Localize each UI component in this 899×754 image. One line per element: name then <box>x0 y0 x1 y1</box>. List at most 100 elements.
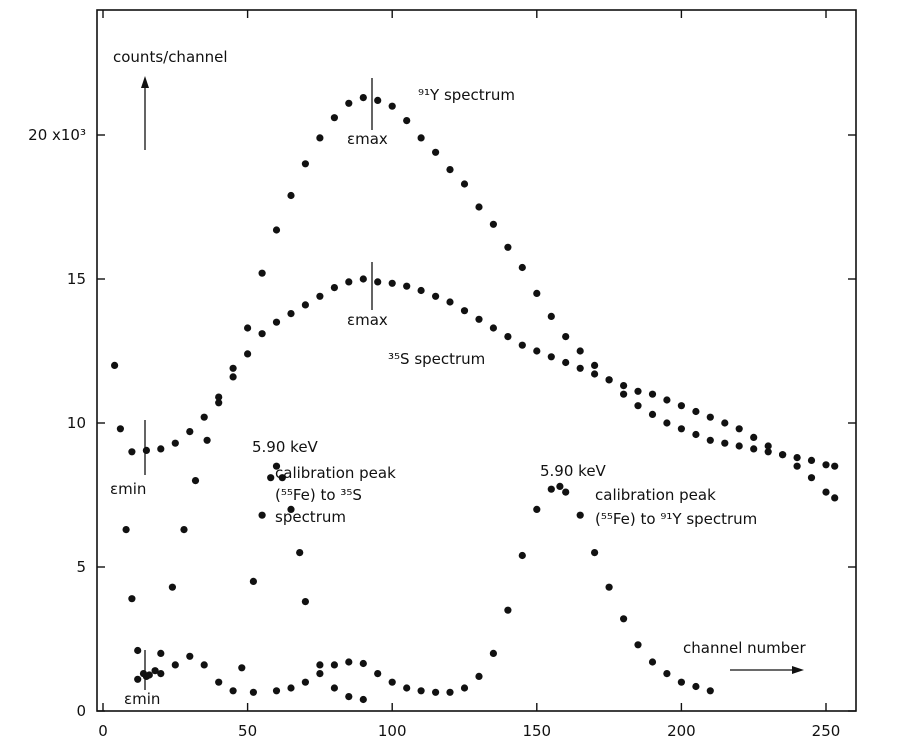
data-point <box>316 661 324 669</box>
data-point <box>128 448 136 456</box>
data-point <box>460 180 469 188</box>
x-tick-label-0: 0 <box>98 722 108 740</box>
cal-s-line-1: calibration peak <box>275 464 396 482</box>
data-point <box>750 445 758 453</box>
axis-ticks: 0 50 100 150 200 250 0 5 10 15 20 x10³ <box>28 10 856 740</box>
data-point <box>547 312 555 320</box>
data-point <box>238 664 246 672</box>
data-point <box>359 275 367 283</box>
data-point <box>258 511 266 519</box>
emax-y-label: εmax <box>347 130 388 148</box>
data-point <box>157 649 165 658</box>
data-point <box>142 446 150 454</box>
y-tick-label-20000: 20 x10³ <box>28 126 86 144</box>
data-point <box>764 448 772 456</box>
data-point <box>475 315 483 323</box>
data-point <box>272 462 281 470</box>
x-axis-arrowhead <box>792 666 804 674</box>
data-point <box>171 661 179 669</box>
data-point <box>345 99 353 107</box>
data-point <box>330 114 338 122</box>
data-point <box>374 670 382 678</box>
data-point <box>692 682 700 691</box>
y-tick-label-10000: 10 <box>67 414 86 432</box>
data-point <box>562 488 570 496</box>
emin-top-label: εmin <box>110 480 146 498</box>
data-point <box>663 419 671 427</box>
data-point <box>403 117 411 125</box>
data-point <box>200 661 208 669</box>
data-point <box>822 461 830 469</box>
data-point <box>134 675 142 683</box>
data-point <box>634 387 642 395</box>
data-point <box>432 688 440 696</box>
data-point <box>142 672 150 681</box>
series-0 <box>111 94 839 679</box>
data-point <box>822 488 830 496</box>
series-1 <box>128 275 839 502</box>
kev-s-label: 5.90 keV <box>252 438 319 456</box>
data-point <box>576 347 584 355</box>
data-point <box>359 659 367 668</box>
data-point <box>706 413 714 421</box>
data-point <box>677 678 686 686</box>
data-point <box>301 160 309 168</box>
cal-s-line-3: spectrum <box>275 508 346 526</box>
data-point <box>403 684 411 692</box>
data-point <box>533 289 541 297</box>
data-point <box>489 324 497 332</box>
data-point <box>648 658 657 666</box>
data-point <box>417 286 425 295</box>
data-point <box>203 436 211 444</box>
data-point <box>215 678 223 686</box>
data-point <box>272 687 281 695</box>
data-point <box>764 442 772 450</box>
data-point <box>460 684 469 692</box>
plot-frame <box>96 9 857 712</box>
data-point <box>359 695 367 704</box>
data-point <box>460 307 469 315</box>
data-point <box>663 670 671 678</box>
data-point <box>591 370 599 378</box>
data-point <box>605 376 613 384</box>
data-point <box>663 396 671 404</box>
data-point <box>807 456 816 464</box>
data-point <box>556 482 564 490</box>
data-point <box>345 693 353 701</box>
data-point <box>605 583 613 591</box>
s35-spectrum-label: ³⁵S spectrum <box>388 350 485 368</box>
data-point <box>168 583 176 591</box>
data-point <box>446 166 454 174</box>
data-point <box>475 203 483 211</box>
data-point <box>750 433 758 441</box>
data-point <box>374 278 382 286</box>
data-point <box>721 439 729 447</box>
data-point <box>562 358 570 367</box>
data-point <box>186 652 194 660</box>
data-point <box>807 474 816 482</box>
data-point <box>547 353 555 361</box>
cal-y-line-2: (⁵⁵Fe) to ⁹¹Y spectrum <box>595 510 757 528</box>
data-point <box>692 407 700 416</box>
data-point <box>215 393 223 401</box>
data-point <box>620 615 628 623</box>
data-point <box>417 687 425 695</box>
cal-y-line-1: calibration peak <box>595 486 716 504</box>
series-3 <box>249 482 714 696</box>
data-point <box>215 399 223 407</box>
x-tick-label-250: 250 <box>812 722 841 740</box>
data-point <box>831 494 839 502</box>
data-point <box>296 549 304 557</box>
data-point <box>735 425 743 433</box>
data-point <box>388 102 396 110</box>
x-tick-label-50: 50 <box>238 722 257 740</box>
data-point <box>634 402 642 410</box>
data-point <box>301 678 309 686</box>
data-point <box>591 361 599 369</box>
data-point <box>648 390 657 398</box>
y-axis-label: counts/channel <box>113 48 228 66</box>
data-point <box>157 445 165 453</box>
data-point <box>316 292 324 300</box>
data-point <box>278 474 286 482</box>
data-point <box>518 341 526 349</box>
